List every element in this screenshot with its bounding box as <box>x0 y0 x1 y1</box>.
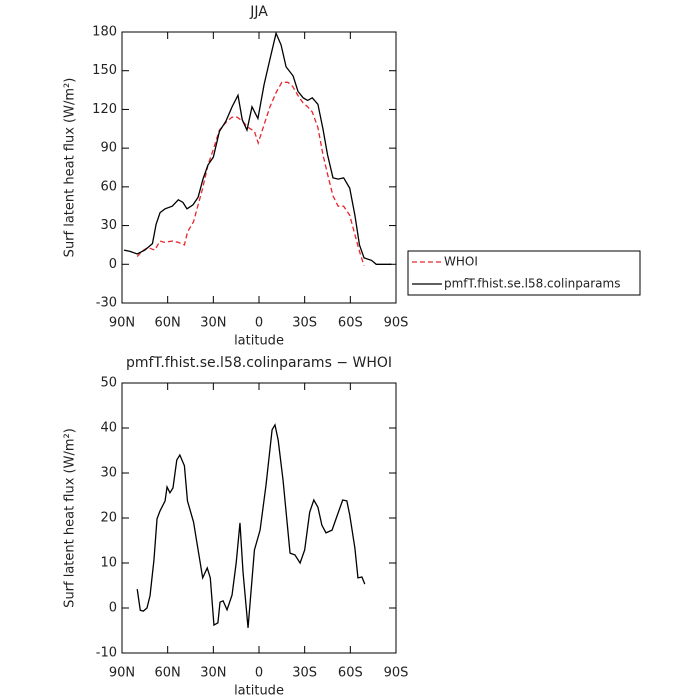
x-tick-label: 30S <box>292 316 317 331</box>
x-tick-label: 90N <box>109 666 135 681</box>
y-tick-label: -30 <box>96 296 117 311</box>
x-tick-label: 30N <box>200 666 226 681</box>
plot-frame <box>121 382 397 654</box>
data-line <box>136 423 366 628</box>
x-tick-label: 60S <box>338 316 363 331</box>
x-tick-label: 60N <box>155 316 181 331</box>
data-line <box>136 81 365 266</box>
y-tick-label: -10 <box>96 646 117 661</box>
y-tick-label: 90 <box>100 141 117 156</box>
x-tick-label: 0 <box>255 666 263 681</box>
y-axis-label: Surf latent heat flux (W/m²) <box>63 78 78 258</box>
data-line <box>123 31 392 265</box>
x-tick-label: 30S <box>292 666 317 681</box>
y-tick-label: 20 <box>100 511 117 526</box>
y-tick-label: 120 <box>92 102 117 117</box>
y-tick-label: 0 <box>109 257 117 272</box>
y-tick-label: 50 <box>100 376 117 391</box>
y-tick-label: 0 <box>109 601 117 616</box>
y-tick-label: 10 <box>100 556 117 571</box>
chart-title: pmfT.fhist.se.l58.colinparams − WHOI <box>126 355 392 371</box>
x-axis-label: latitude <box>234 334 284 349</box>
x-tick-label: 90S <box>384 316 409 331</box>
y-tick-label: 30 <box>100 218 117 233</box>
y-tick-label: 180 <box>92 25 117 40</box>
x-tick-label: 90N <box>109 316 135 331</box>
legend-label: WHOI <box>444 255 478 269</box>
x-axis-label: latitude <box>234 684 284 699</box>
chart-title: JJA <box>249 4 268 20</box>
x-tick-label: 90S <box>384 666 409 681</box>
x-tick-label: 30N <box>200 316 226 331</box>
y-axis-label: Surf latent heat flux (W/m²) <box>63 428 78 608</box>
x-tick-label: 0 <box>255 316 263 331</box>
y-tick-label: 60 <box>100 179 117 194</box>
plot-frame <box>121 31 397 304</box>
x-tick-label: 60S <box>338 666 363 681</box>
legend-label: pmfT.fhist.se.l58.colinparams <box>444 277 620 291</box>
y-tick-label: 30 <box>100 466 117 481</box>
x-tick-label: 60N <box>155 666 181 681</box>
y-tick-label: 150 <box>92 63 117 78</box>
legend-box <box>407 250 641 296</box>
y-tick-label: 40 <box>100 421 117 436</box>
